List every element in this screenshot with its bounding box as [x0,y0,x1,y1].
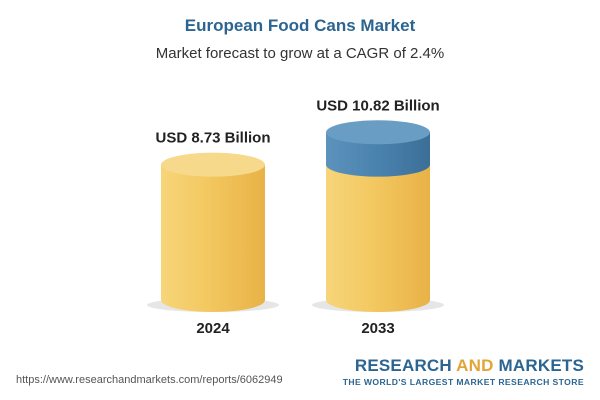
bar-body-2033 [326,164,430,312]
source-url[interactable]: https://www.researchandmarkets.com/repor… [16,374,283,386]
category-label-2033: 2033 [361,320,394,337]
bar-top-2024 [161,152,265,177]
bar-2024 [161,152,265,312]
bar-growth-segment-2033 [326,132,430,177]
bar-body-2024 [161,164,265,312]
bar-2033 [326,120,430,312]
value-label-2024: USD 8.73 Billion [155,130,270,147]
category-label-2024: 2024 [196,320,230,337]
bar-top-2033 [326,120,430,145]
brand-name: RESEARCH AND MARKETS [354,356,584,375]
chart-subtitle: Market forecast to grow at a CAGR of 2.4… [155,45,445,62]
value-label-2033: USD 10.82 Billion [316,97,439,114]
brand-tagline: THE WORLD'S LARGEST MARKET RESEARCH STOR… [342,377,584,387]
chart-title: European Food Cans Market [184,16,416,35]
brand-logo[interactable]: RESEARCH AND MARKETS THE WORLD'S LARGEST… [343,356,584,388]
